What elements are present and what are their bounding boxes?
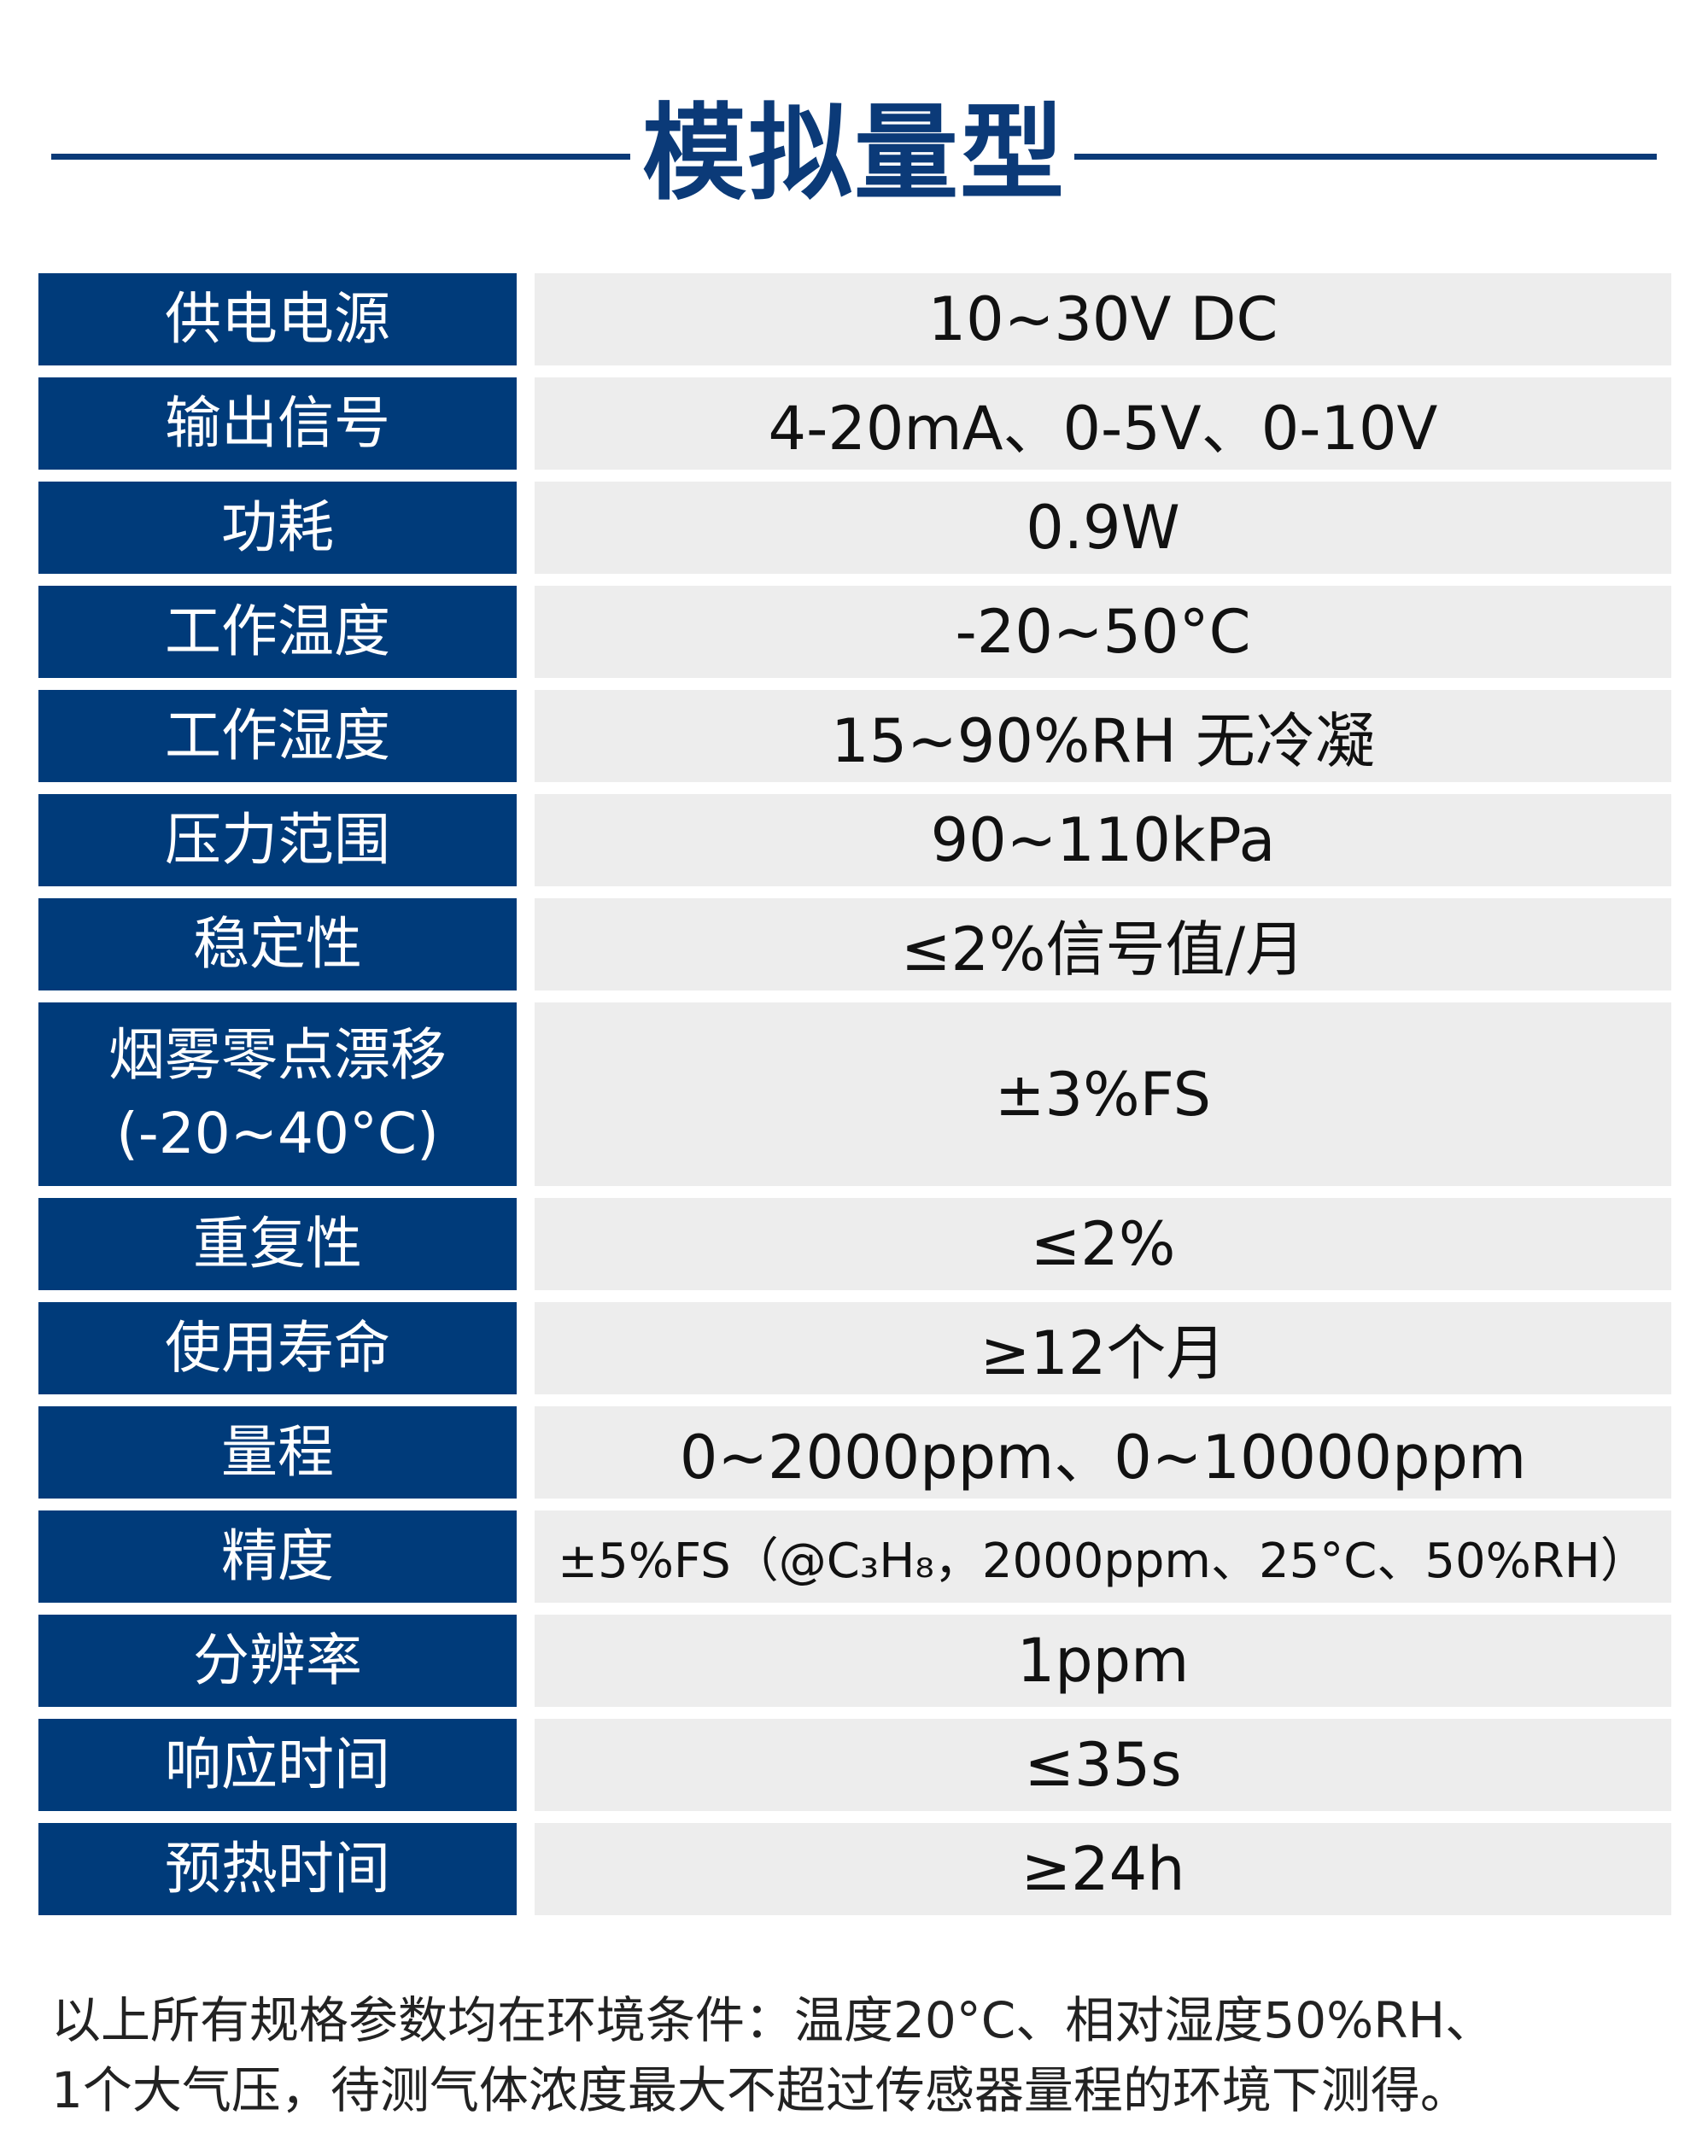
spec-label-text: 重复性 [193,1211,362,1277]
spec-label-cell: 供电电源 [38,273,517,365]
spec-label-text: 精度 [221,1523,334,1589]
spec-value: 0~2000ppm、0~10000ppm [535,1406,1671,1499]
spec-value: 90~110kPa [535,794,1671,886]
spec-value: ±3%FS [535,1002,1671,1186]
spec-label-text: 响应时间 [165,1732,390,1797]
spec-row: 压力范围 90~110kPa [38,794,1671,886]
spec-label-cell: 重复性 [38,1198,517,1290]
spec-label: 烟雾零点漂移 (-20~40°C) [108,1016,447,1173]
spec-label-cell: 稳定性 [38,898,517,990]
spec-label-text: 使用寿命 [165,1315,390,1381]
spec-label-cell: 精度 [38,1510,517,1603]
spec-label-cell: 量程 [38,1406,517,1499]
spec-label: 工作温度 [165,593,390,671]
spec-label-text: 分辨率 [193,1627,362,1693]
spec-row: 工作温度 -20~50°C [38,586,1671,678]
spec-label: 功耗 [221,488,334,567]
footnote: 以上所有规格参数均在环境条件：温度20°C、相对湿度50%RH、 1个大气压，待… [51,1985,1674,2125]
spec-label-cell: 功耗 [38,482,517,574]
spec-label-text: 工作温度 [165,599,390,664]
spec-value: ≤2%信号值/月 [535,898,1671,990]
spec-label-text: 功耗 [221,494,334,560]
spec-value: ≥12个月 [535,1302,1671,1394]
footnote-line-1: 以上所有规格参数均在环境条件：温度20°C、相对湿度50%RH、 [51,1991,1495,2049]
spec-label-cell: 预热时间 [38,1823,517,1915]
spec-value: 0.9W [535,482,1671,574]
spec-label: 工作湿度 [165,697,390,775]
spec-label-text: 工作湿度 [165,703,390,768]
spec-table: 供电电源 10~30V DC 输出信号 4-20mA、0-5V、0-10V 功耗 0.9W… [38,273,1671,1927]
spec-label: 稳定性 [193,905,362,984]
page-title: 模拟量型 [642,93,1066,214]
spec-label-text: 稳定性 [193,911,362,977]
spec-row: 稳定性 ≤2%信号值/月 [38,898,1671,990]
spec-row: 重复性 ≤2% [38,1198,1671,1290]
spec-value: 15~90%RH 无冷凝 [535,690,1671,782]
footnote-line-2: 1个大气压，待测气体浓度最大不超过传感器量程的环境下测得。 [51,2061,1470,2119]
title-divider-right [1074,154,1657,160]
spec-value: 10~30V DC [535,273,1671,365]
spec-label-cell: 压力范围 [38,794,517,886]
spec-row: 响应时间 ≤35s [38,1719,1671,1811]
spec-label-cell: 工作湿度 [38,690,517,782]
spec-label: 分辨率 [193,1621,362,1700]
spec-label-cell: 工作温度 [38,586,517,678]
spec-label: 输出信号 [165,384,390,463]
spec-label-cell: 输出信号 [38,377,517,470]
spec-value: ±5%FS（@C₃H₈，2000ppm、25°C、50%RH） [535,1510,1671,1603]
spec-row: 量程 0~2000ppm、0~10000ppm [38,1406,1671,1499]
spec-value: ≤35s [535,1719,1671,1811]
spec-label: 预热时间 [165,1830,390,1908]
spec-label-cell: 响应时间 [38,1719,517,1811]
spec-row: 输出信号 4-20mA、0-5V、0-10V [38,377,1671,470]
spec-row: 功耗 0.9W [38,482,1671,574]
spec-label-text: 量程 [221,1419,334,1485]
spec-label-text: 预热时间 [165,1836,390,1902]
spec-label-text: 压力范围 [165,807,390,873]
spec-label-cell: 分辨率 [38,1615,517,1707]
spec-label: 精度 [221,1517,334,1596]
spec-row: 精度 ±5%FS（@C₃H₈，2000ppm、25°C、50%RH） [38,1510,1671,1603]
spec-value: 1ppm [535,1615,1671,1707]
spec-label: 供电电源 [165,280,390,359]
spec-label: 使用寿命 [165,1309,390,1388]
spec-value: -20~50°C [535,586,1671,678]
spec-label-subtext: (-20~40°C) [116,1100,439,1166]
spec-label-text: 烟雾零点漂移 [108,1021,447,1088]
spec-row: 烟雾零点漂移 (-20~40°C) ±3%FS [38,1002,1671,1186]
spec-row: 预热时间 ≥24h [38,1823,1671,1915]
spec-label-cell: 使用寿命 [38,1302,517,1394]
spec-label: 响应时间 [165,1726,390,1804]
spec-label-cell: 烟雾零点漂移 (-20~40°C) [38,1002,517,1186]
spec-row: 供电电源 10~30V DC [38,273,1671,365]
spec-label: 量程 [221,1413,334,1492]
spec-value: ≤2% [535,1198,1671,1290]
spec-label-text: 供电电源 [165,286,390,352]
spec-label: 压力范围 [165,801,390,879]
spec-row: 工作湿度 15~90%RH 无冷凝 [38,690,1671,782]
title-divider-left [51,154,630,160]
spec-label: 重复性 [193,1205,362,1283]
spec-row: 使用寿命 ≥12个月 [38,1302,1671,1394]
spec-value: ≥24h [535,1823,1671,1915]
spec-label-text: 输出信号 [165,390,390,456]
spec-row: 分辨率 1ppm [38,1615,1671,1707]
spec-value: 4-20mA、0-5V、0-10V [535,377,1671,470]
